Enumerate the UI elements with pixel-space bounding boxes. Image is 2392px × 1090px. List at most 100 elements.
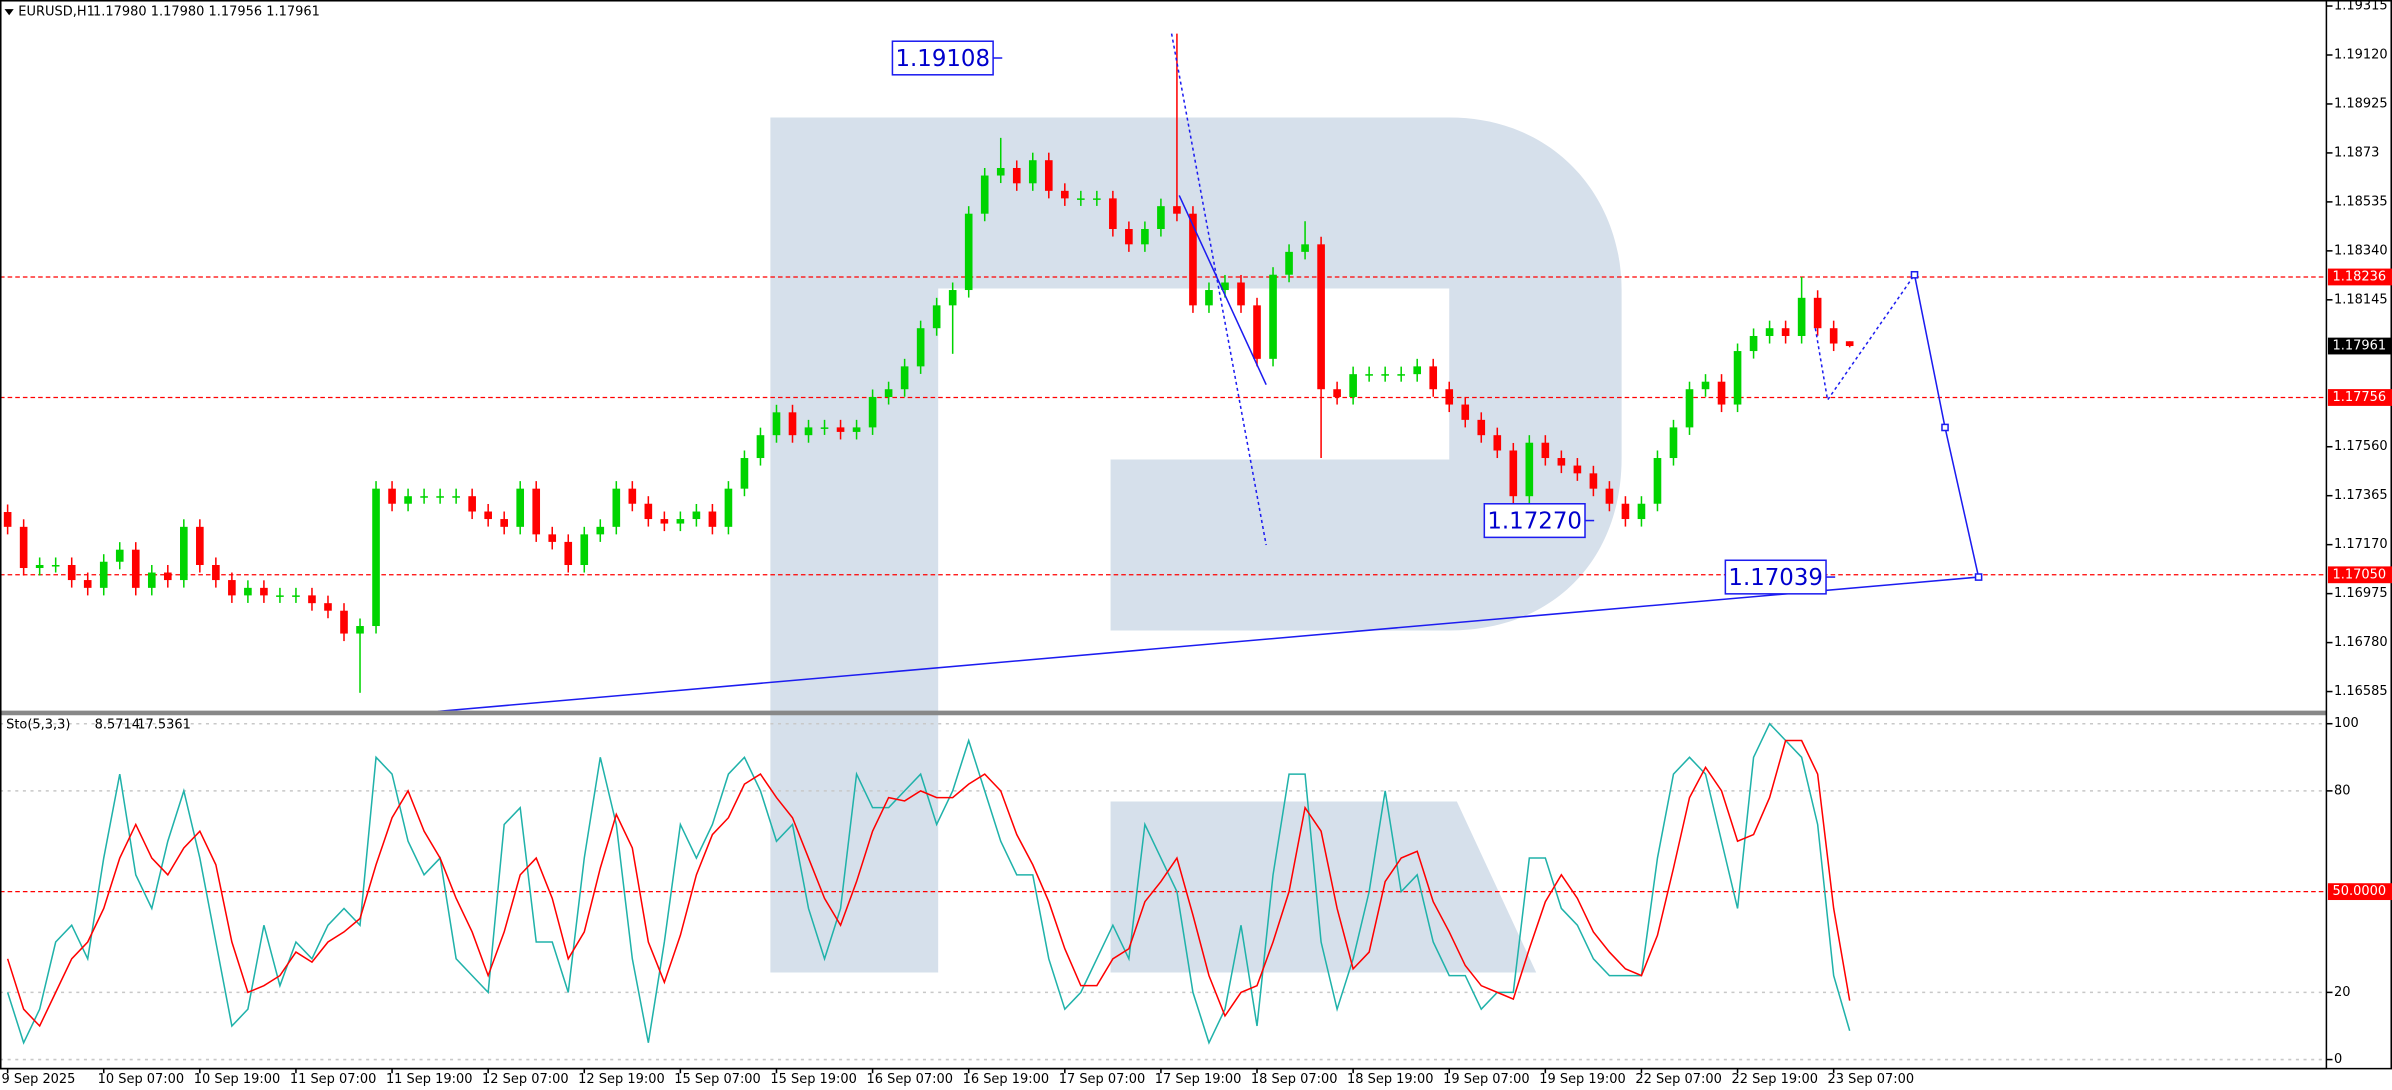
candle-body — [852, 427, 861, 432]
candle-body — [1157, 206, 1165, 230]
x-tick-label: 9 Sep 2025 — [2, 1072, 76, 1087]
candle-body — [83, 580, 92, 588]
last-price-label: 1.17961 — [2333, 339, 2387, 354]
candle-body — [163, 572, 172, 581]
candle-body — [676, 519, 685, 524]
candle-body — [532, 488, 541, 535]
candle-body — [212, 565, 220, 581]
candle-body — [276, 595, 284, 597]
candle-body — [900, 366, 909, 390]
x-tick-label: 15 Sep 19:00 — [770, 1072, 857, 1087]
candle-body — [1141, 229, 1149, 245]
candle-body — [1541, 442, 1550, 459]
x-tick-label: 18 Sep 07:00 — [1251, 1072, 1338, 1087]
candle-body — [1333, 389, 1341, 398]
candle-body — [1781, 328, 1790, 336]
x-tick-label: 12 Sep 19:00 — [578, 1072, 665, 1087]
candle-body — [1845, 341, 1854, 347]
level-tag — [2327, 883, 2392, 901]
candle-body — [644, 503, 653, 520]
forecast-label: 1.17270 — [1487, 509, 1582, 535]
candle-body — [1413, 366, 1422, 375]
x-tick-label: 17 Sep 19:00 — [1155, 1072, 1242, 1087]
candle-body — [1028, 160, 1037, 184]
candle-body — [804, 427, 813, 436]
indicator-signal-value: 17.5361 — [137, 718, 191, 733]
candle-body — [660, 519, 669, 524]
candle-body — [1269, 274, 1277, 359]
candle-body — [1189, 213, 1197, 306]
candle-body — [820, 427, 829, 429]
indicator-line — [6, 739, 1851, 1028]
x-tick-label: 16 Sep 07:00 — [866, 1072, 953, 1087]
y-tick-label: 80 — [2334, 783, 2351, 798]
candle-body — [1589, 473, 1598, 489]
candle-body — [1317, 244, 1325, 390]
candle-body — [692, 511, 701, 520]
candle-body — [1365, 374, 1373, 376]
level-tag-label: 1.18236 — [2333, 269, 2387, 284]
candle-body — [1461, 404, 1470, 420]
candle-body — [1397, 374, 1405, 376]
candle-body — [1237, 282, 1245, 306]
candle-body — [484, 511, 492, 520]
candle-body — [1733, 351, 1742, 405]
forecast-past — [1178, 195, 1267, 386]
candle-body — [35, 565, 44, 569]
forecast-node — [1910, 270, 1919, 279]
candle-body — [1813, 297, 1822, 329]
x-tick-label: 15 Sep 07:00 — [674, 1072, 761, 1087]
candle-body — [1349, 374, 1357, 398]
candle-body — [724, 488, 733, 527]
candle-body — [1477, 419, 1486, 436]
candle-body — [1109, 198, 1117, 230]
y-tick-label: 1.17170 — [2334, 537, 2388, 552]
candle-body — [1221, 282, 1229, 291]
candle-body — [1285, 251, 1293, 275]
candle-body — [948, 290, 957, 306]
watermark-bowl — [770, 117, 1622, 973]
level-tag-label: 1.17756 — [2333, 390, 2387, 405]
candle-body — [340, 610, 348, 634]
candle-body — [468, 496, 476, 512]
candle-body — [1557, 458, 1566, 466]
candle-body — [180, 526, 188, 581]
candle-body — [420, 496, 428, 498]
y-tick-label: 1.19315 — [2334, 0, 2388, 14]
candle-body — [980, 175, 989, 214]
candle-body — [596, 526, 605, 535]
level-tag — [2327, 389, 2392, 406]
y-tick-label: 1.16585 — [2334, 684, 2388, 699]
trend-line — [437, 576, 1979, 713]
indicator-line — [6, 722, 1851, 1045]
forecast-node — [1941, 423, 1949, 432]
candle-body — [964, 213, 973, 291]
candle-body — [500, 519, 508, 527]
x-tick-label: 16 Sep 19:00 — [963, 1072, 1050, 1087]
x-tick-label: 10 Sep 19:00 — [194, 1072, 281, 1087]
level-tag-label: 50.0000 — [2333, 884, 2387, 899]
candle-body — [516, 488, 525, 527]
candle-body — [147, 572, 156, 588]
candle-body — [1060, 190, 1069, 199]
candle-body — [612, 488, 621, 527]
candle-body — [1621, 503, 1630, 520]
y-tick-label: 1.18925 — [2334, 96, 2388, 111]
candle-body — [67, 565, 76, 581]
candle-body — [292, 595, 300, 597]
y-tick-label: 1.16975 — [2334, 586, 2388, 601]
x-tick-label: 17 Sep 07:00 — [1059, 1072, 1146, 1087]
candle-body — [1253, 305, 1261, 359]
y-tick-label: 1.16780 — [2334, 635, 2388, 650]
candle-body — [1445, 389, 1454, 405]
candle-body — [1125, 229, 1133, 245]
candle-body — [548, 534, 557, 542]
candle-body — [356, 626, 364, 634]
candle-body — [228, 580, 236, 596]
candle-body — [51, 565, 60, 567]
candle-body — [1797, 297, 1806, 336]
candle-body — [628, 488, 637, 504]
candle-body — [1429, 366, 1438, 390]
